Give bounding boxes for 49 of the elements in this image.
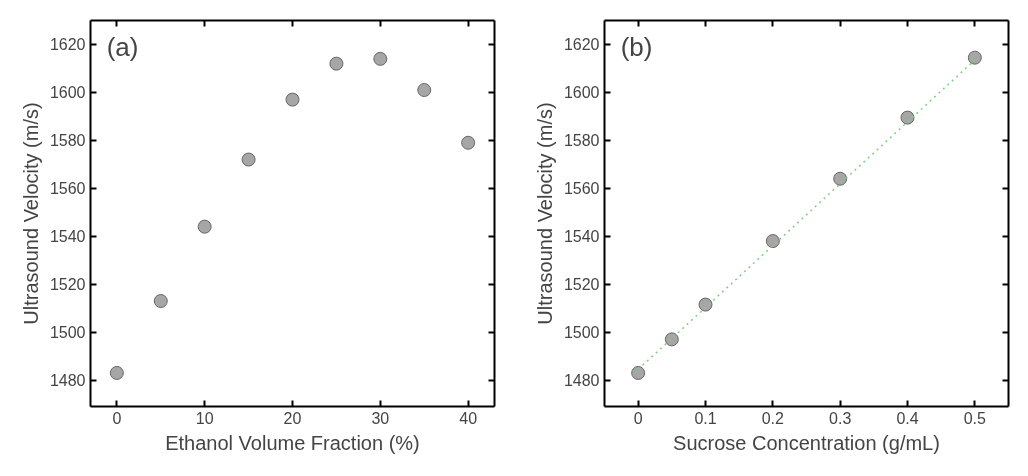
point [197, 219, 212, 234]
y-tick-label: 1620 [49, 36, 86, 54]
x-tick-label: 20 [283, 409, 302, 427]
y-tick-label: 1580 [49, 132, 86, 150]
point [329, 56, 344, 71]
point [285, 92, 300, 107]
y-tick-label: 1500 [563, 324, 600, 342]
y-tick-label: 1600 [563, 84, 600, 102]
y-tick-label: 1480 [563, 372, 600, 390]
x-tick-label: 0.2 [761, 409, 785, 427]
y-tick-label: 1540 [49, 228, 86, 246]
y-tick-label: 1620 [563, 36, 600, 54]
point [631, 365, 646, 380]
x-tick-label: 0 [633, 409, 643, 427]
y-tick-label: 1580 [563, 132, 600, 150]
y-tick-label: 1600 [49, 84, 86, 102]
x-tick-label: 10 [195, 409, 214, 427]
point [461, 135, 476, 150]
x-tick-label: 40 [459, 409, 478, 427]
y-tick-label: 1560 [563, 180, 600, 198]
x-tick-label: 0.4 [896, 409, 919, 427]
x-tick-label: 0.3 [829, 409, 852, 427]
point [373, 51, 388, 66]
point [900, 110, 915, 125]
point [833, 171, 848, 186]
x-tick-label: 0.1 [694, 409, 717, 427]
point [765, 234, 780, 249]
point [967, 50, 982, 65]
point [109, 365, 124, 380]
x-axis-title: Ethanol Volume Fraction (%) [165, 431, 420, 454]
y-axis-title: Ultrasound Velocity (m/s) [533, 102, 556, 325]
x-tick-label: 0.5 [963, 409, 987, 427]
point [664, 332, 679, 347]
x-tick-label: 0 [112, 409, 122, 427]
x-tick-label: 30 [371, 409, 390, 427]
y-tick-label: 1560 [49, 180, 86, 198]
y-tick-label: 1500 [49, 324, 86, 342]
point [153, 294, 168, 308]
y-tick-label: 1520 [563, 276, 600, 294]
annotation: (b) [620, 32, 653, 63]
y-axis-title: Ultrasound Velocity (m/s) [19, 102, 42, 325]
x-axis-title: Sucrose Concentration (g/mL) [673, 431, 940, 454]
point [417, 83, 432, 98]
annotation: (a) [106, 32, 139, 63]
y-tick-label: 1540 [563, 228, 600, 246]
y-tick-label: 1520 [49, 276, 86, 294]
y-tick-label: 1480 [49, 372, 86, 390]
point [698, 297, 713, 312]
point [241, 152, 256, 167]
